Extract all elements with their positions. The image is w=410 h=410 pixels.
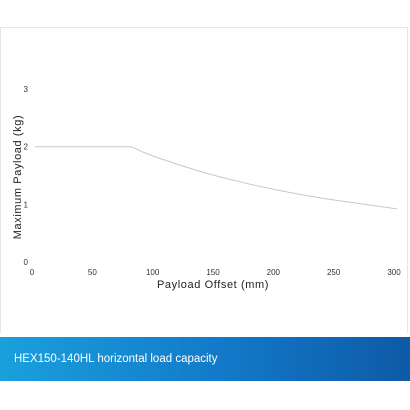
x-tick-label: 100 [146,268,160,277]
y-tick-label: 0 [24,258,29,267]
x-tick-label: 200 [267,268,281,277]
caption-bar: HEX150-140HL horizontal load capacity [0,337,410,381]
y-tick-labels: 0 1 2 3 [24,85,29,267]
plot-frame [0,27,408,333]
series-line-payload [35,146,398,210]
payload-chart: 0 1 2 3 0 50 100 150 200 250 300 Payload Offset (… [12,85,401,291]
x-tick-label: 250 [327,268,341,277]
y-tick-label: 3 [24,85,29,94]
x-tick-label: 0 [30,268,35,277]
x-axis-title: Payload Offset (mm) [157,279,269,291]
x-tick-label: 300 [387,268,401,277]
y-tick-label: 1 [24,200,29,209]
x-tick-label: 50 [88,268,97,277]
x-tick-labels: 0 50 100 150 200 250 300 [30,268,401,277]
y-tick-label: 2 [24,143,29,152]
caption-text: HEX150-140HL horizontal load capacity [14,353,218,365]
y-axis-title: Maximum Payload (kg) [12,115,24,239]
x-tick-label: 150 [206,268,220,277]
